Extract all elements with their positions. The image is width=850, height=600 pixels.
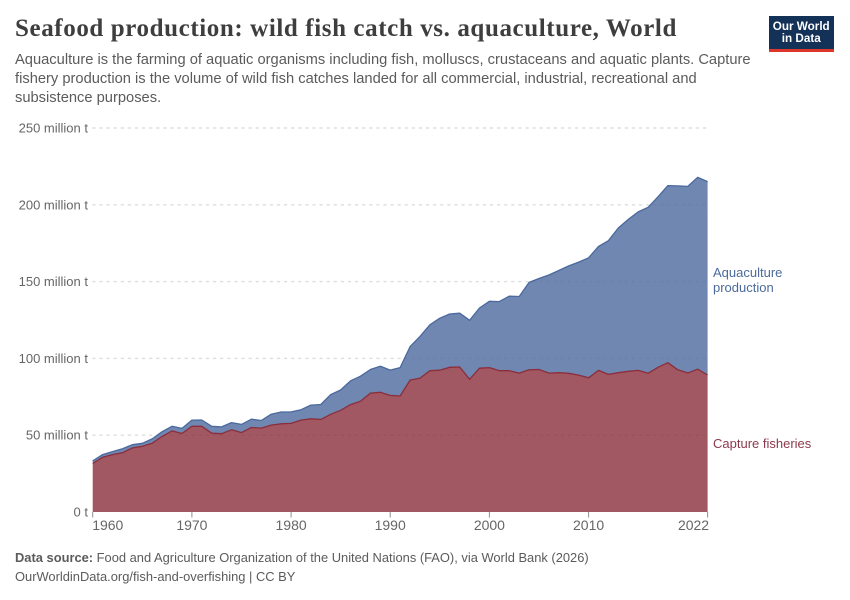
svg-text:1990: 1990 [375, 517, 406, 533]
svg-text:0 t: 0 t [74, 505, 89, 520]
svg-text:2022: 2022 [678, 517, 709, 533]
svg-text:2000: 2000 [474, 517, 505, 533]
svg-text:250 million t: 250 million t [19, 121, 89, 136]
svg-text:50 million t: 50 million t [26, 428, 89, 443]
svg-text:1980: 1980 [276, 517, 307, 533]
svg-text:1970: 1970 [176, 517, 207, 533]
svg-text:2010: 2010 [573, 517, 604, 533]
svg-text:1960: 1960 [92, 517, 123, 533]
svg-text:100 million t: 100 million t [19, 351, 89, 366]
svg-text:200 million t: 200 million t [19, 197, 89, 212]
svg-text:150 million t: 150 million t [19, 274, 89, 289]
